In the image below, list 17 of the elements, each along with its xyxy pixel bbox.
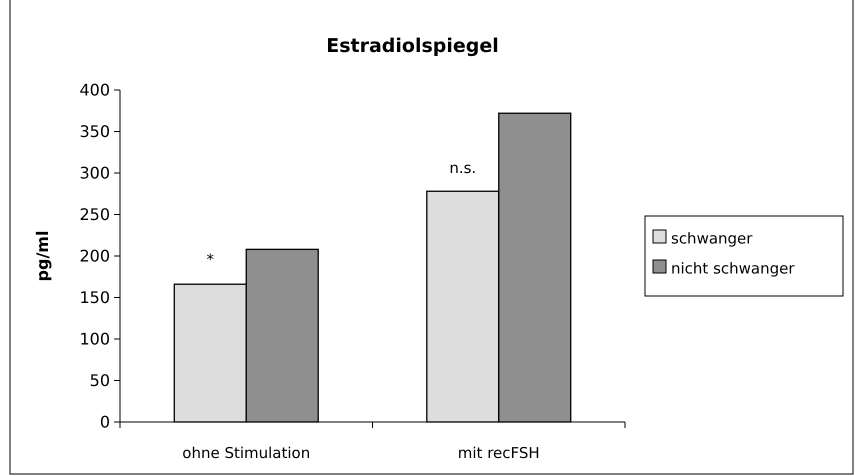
y-tick-label: 250 [79, 205, 110, 224]
legend-label: nicht schwanger [671, 259, 796, 278]
y-axis-title: pg/ml [33, 230, 52, 282]
x-tick-label: ohne Stimulation [182, 444, 310, 462]
legend-label: schwanger [671, 229, 754, 248]
y-tick-label: 400 [79, 80, 110, 100]
x-tick-label: mit recFSH [458, 444, 540, 462]
annotation: * [206, 250, 215, 268]
y-tick-label: 200 [79, 246, 110, 266]
y-tick-label: 300 [79, 164, 110, 183]
chart-title: Estradiolspiegel [326, 35, 499, 57]
y-tick-label: 0 [100, 412, 110, 432]
annotation: n.s. [449, 159, 476, 177]
y-tick-label: 350 [79, 122, 110, 142]
y-tick-label: 50 [90, 371, 110, 390]
y-tick-label: 100 [79, 330, 110, 349]
y-tick-label: 150 [79, 288, 110, 308]
